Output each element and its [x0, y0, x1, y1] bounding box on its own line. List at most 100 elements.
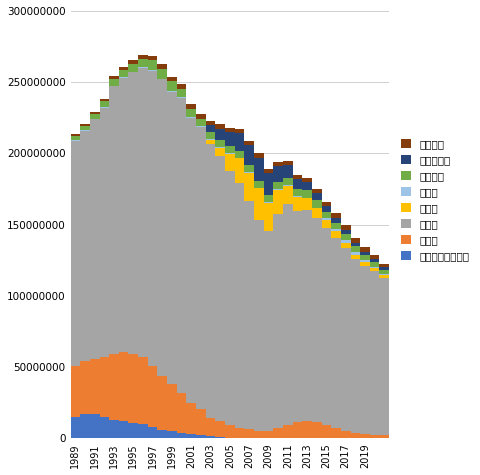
Bar	[331, 238, 341, 428]
Bar	[370, 256, 380, 259]
Bar	[138, 67, 148, 68]
Bar	[244, 165, 254, 172]
Bar	[380, 264, 389, 267]
Bar	[216, 129, 225, 140]
Bar	[341, 234, 350, 240]
Bar	[225, 132, 235, 146]
Bar	[90, 359, 99, 414]
Bar	[235, 183, 244, 428]
Bar	[350, 252, 360, 255]
Bar	[293, 175, 302, 179]
Bar	[119, 421, 129, 438]
Bar	[302, 198, 312, 199]
Bar	[225, 146, 235, 153]
Bar	[322, 212, 331, 218]
Bar	[71, 136, 80, 140]
Bar	[129, 354, 138, 423]
Bar	[370, 271, 380, 435]
Bar	[177, 433, 186, 438]
Bar	[157, 430, 167, 438]
Bar	[273, 166, 283, 182]
Bar	[71, 141, 80, 366]
Bar	[312, 200, 322, 208]
Bar	[109, 86, 119, 354]
Bar	[360, 260, 370, 263]
Bar	[216, 437, 225, 438]
Bar	[331, 223, 341, 229]
Bar	[264, 195, 273, 202]
Bar	[235, 133, 244, 151]
Bar	[244, 172, 254, 173]
Bar	[80, 124, 90, 126]
Bar	[283, 161, 293, 165]
Bar	[177, 89, 186, 97]
Bar	[196, 119, 206, 126]
Bar	[370, 262, 380, 267]
Bar	[80, 131, 90, 361]
Bar	[350, 243, 360, 246]
Bar	[360, 252, 370, 255]
Bar	[71, 417, 80, 438]
Bar	[341, 248, 350, 431]
Bar	[312, 193, 322, 200]
Bar	[360, 255, 370, 260]
Bar	[235, 428, 244, 438]
Bar	[138, 59, 148, 67]
Bar	[350, 259, 360, 433]
Bar	[225, 153, 235, 154]
Bar	[177, 393, 186, 433]
Bar	[331, 213, 341, 218]
Bar	[206, 132, 216, 139]
Bar	[302, 178, 312, 182]
Bar	[244, 145, 254, 165]
Bar	[196, 114, 206, 119]
Bar	[264, 202, 273, 203]
Bar	[360, 434, 370, 438]
Bar	[129, 60, 138, 64]
Bar	[186, 434, 196, 438]
Bar	[119, 78, 129, 352]
Bar	[216, 421, 225, 437]
Bar	[99, 107, 109, 108]
Bar	[90, 114, 99, 119]
Bar	[129, 72, 138, 354]
Bar	[99, 102, 109, 107]
Bar	[302, 190, 312, 198]
Bar	[293, 189, 302, 196]
Bar	[380, 278, 389, 435]
Bar	[244, 141, 254, 145]
Bar	[331, 218, 341, 223]
Bar	[380, 274, 389, 276]
Bar	[302, 210, 312, 421]
Bar	[148, 70, 157, 71]
Bar	[273, 182, 283, 189]
Bar	[167, 92, 177, 384]
Bar	[264, 431, 273, 438]
Bar	[90, 112, 99, 114]
Bar	[370, 267, 380, 268]
Bar	[254, 189, 264, 220]
Bar	[283, 165, 293, 178]
Bar	[129, 64, 138, 72]
Bar	[293, 422, 302, 438]
Bar	[186, 118, 196, 403]
Bar	[90, 119, 99, 359]
Bar	[148, 71, 157, 366]
Bar	[206, 139, 216, 140]
Bar	[312, 189, 322, 193]
Bar	[331, 428, 341, 438]
Bar	[119, 352, 129, 421]
Bar	[196, 127, 206, 409]
Bar	[235, 151, 244, 158]
Bar	[341, 240, 350, 243]
Bar	[254, 220, 264, 431]
Bar	[157, 79, 167, 376]
Bar	[283, 178, 293, 185]
Bar	[80, 130, 90, 131]
Bar	[380, 435, 389, 438]
Bar	[148, 427, 157, 438]
Bar	[216, 140, 225, 147]
Bar	[254, 180, 264, 188]
Bar	[341, 431, 350, 438]
Bar	[216, 147, 225, 148]
